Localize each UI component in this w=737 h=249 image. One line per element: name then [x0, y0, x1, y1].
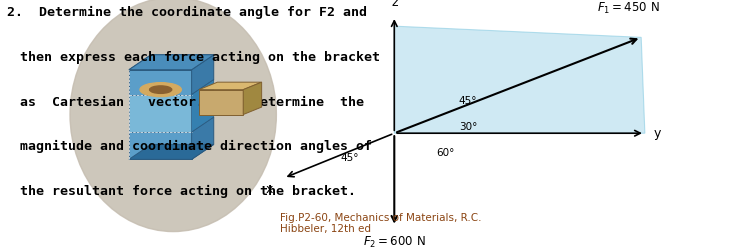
- Text: x: x: [265, 183, 273, 196]
- Text: $F_2 = 600\ \mathrm{N}$: $F_2 = 600\ \mathrm{N}$: [363, 235, 425, 249]
- Ellipse shape: [70, 0, 276, 232]
- Text: magnitude and coordinate direction angles of: magnitude and coordinate direction angle…: [21, 140, 372, 153]
- Text: 60°: 60°: [437, 148, 455, 158]
- Text: 30°: 30°: [459, 122, 477, 132]
- Text: as  Cartesian   vector.  b.  Determine  the: as Cartesian vector. b. Determine the: [21, 96, 365, 109]
- Polygon shape: [192, 55, 214, 95]
- Text: the resultant force acting on the bracket.: the resultant force acting on the bracke…: [21, 185, 357, 198]
- Polygon shape: [394, 26, 645, 133]
- Polygon shape: [129, 55, 214, 70]
- Polygon shape: [199, 90, 243, 115]
- Text: y: y: [654, 127, 661, 140]
- Polygon shape: [243, 82, 262, 115]
- Text: 45°: 45°: [340, 153, 360, 163]
- Polygon shape: [129, 144, 214, 159]
- Text: then express each force acting on the bracket: then express each force acting on the br…: [21, 51, 380, 64]
- Circle shape: [140, 83, 181, 97]
- Text: z: z: [391, 0, 397, 9]
- Polygon shape: [129, 70, 192, 95]
- Text: Fig.P2-60, Mechanics of Materials, R.C.
Hibbeler, 12th ed: Fig.P2-60, Mechanics of Materials, R.C. …: [280, 213, 481, 235]
- Polygon shape: [199, 82, 262, 90]
- Polygon shape: [192, 117, 214, 159]
- Text: 45°: 45°: [458, 96, 478, 106]
- Polygon shape: [129, 95, 192, 132]
- Polygon shape: [192, 80, 214, 132]
- Circle shape: [150, 86, 172, 93]
- Text: 2.  Determine the coordinate angle for F2 and: 2. Determine the coordinate angle for F2…: [7, 6, 368, 19]
- Polygon shape: [129, 132, 192, 159]
- Text: $F_1 = 450\ \mathrm{N}$: $F_1 = 450\ \mathrm{N}$: [597, 1, 660, 16]
- Polygon shape: [129, 55, 214, 70]
